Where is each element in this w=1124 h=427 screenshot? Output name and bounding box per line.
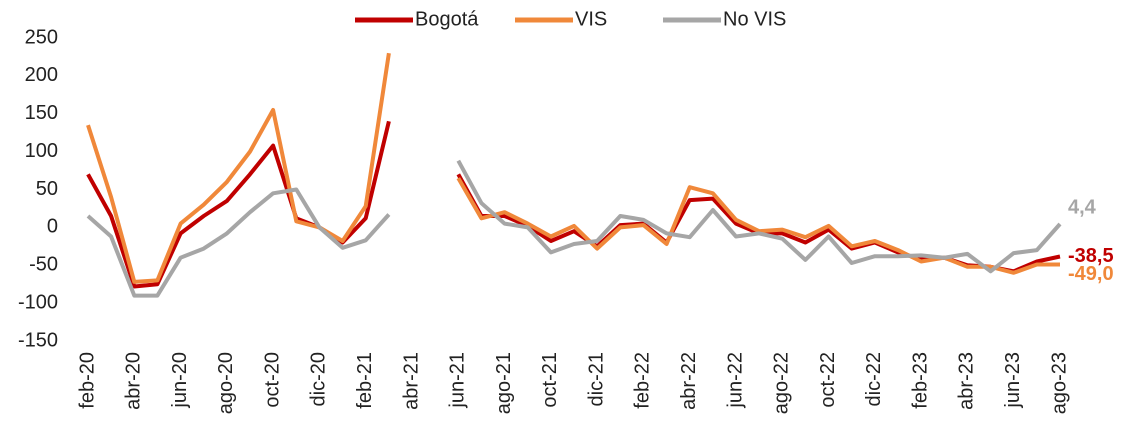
y-tick-label: 100 <box>25 140 58 162</box>
legend-label: Bogotá <box>415 8 479 30</box>
y-tick-label: 200 <box>25 64 58 86</box>
y-tick-label: 250 <box>25 26 58 48</box>
end-label: -38,5 <box>1068 245 1114 267</box>
series-line <box>86 159 1062 298</box>
x-tick-label: ago-23 <box>1048 352 1070 414</box>
x-tick-label: feb-22 <box>632 352 654 409</box>
x-tick-label: oct-20 <box>261 352 283 408</box>
x-tick-label: jun-21 <box>447 352 469 409</box>
end-label: 4,4 <box>1068 196 1097 218</box>
x-tick-label: jun-23 <box>1002 352 1024 409</box>
y-tick-label: -50 <box>29 254 58 276</box>
x-tick-label: abr-23 <box>956 352 978 410</box>
x-tick-label: dic-22 <box>863 352 885 406</box>
x-tick-label: abr-20 <box>123 352 145 410</box>
x-tick-label: feb-23 <box>909 352 931 409</box>
x-tick-label: feb-20 <box>76 352 98 409</box>
x-tick-label: ago-22 <box>771 352 793 414</box>
x-tick-label: oct-22 <box>817 352 839 408</box>
x-tick-label: ago-21 <box>493 352 515 414</box>
x-tick-label: jun-22 <box>724 352 746 409</box>
y-tick-label: 150 <box>25 102 58 124</box>
x-tick-label: jun-20 <box>169 352 191 409</box>
x-tick-label: abr-21 <box>400 352 422 410</box>
end-label: -49,0 <box>1068 263 1114 285</box>
x-tick-label: dic-20 <box>308 352 330 406</box>
x-tick-label: oct-21 <box>539 352 561 408</box>
x-tick-label: abr-22 <box>678 352 700 410</box>
series-line <box>86 120 1061 289</box>
y-tick-label: -150 <box>18 329 58 351</box>
x-tick-label: ago-20 <box>215 352 237 414</box>
series-line <box>86 52 1060 284</box>
x-tick-label: feb-21 <box>354 352 376 409</box>
legend-label: VIS <box>575 8 607 30</box>
y-tick-label: 50 <box>36 178 58 200</box>
y-tick-label: 0 <box>47 216 58 238</box>
y-tick-label: -100 <box>18 291 58 313</box>
x-tick-label: dic-21 <box>585 352 607 406</box>
legend-label: No VIS <box>723 8 786 30</box>
